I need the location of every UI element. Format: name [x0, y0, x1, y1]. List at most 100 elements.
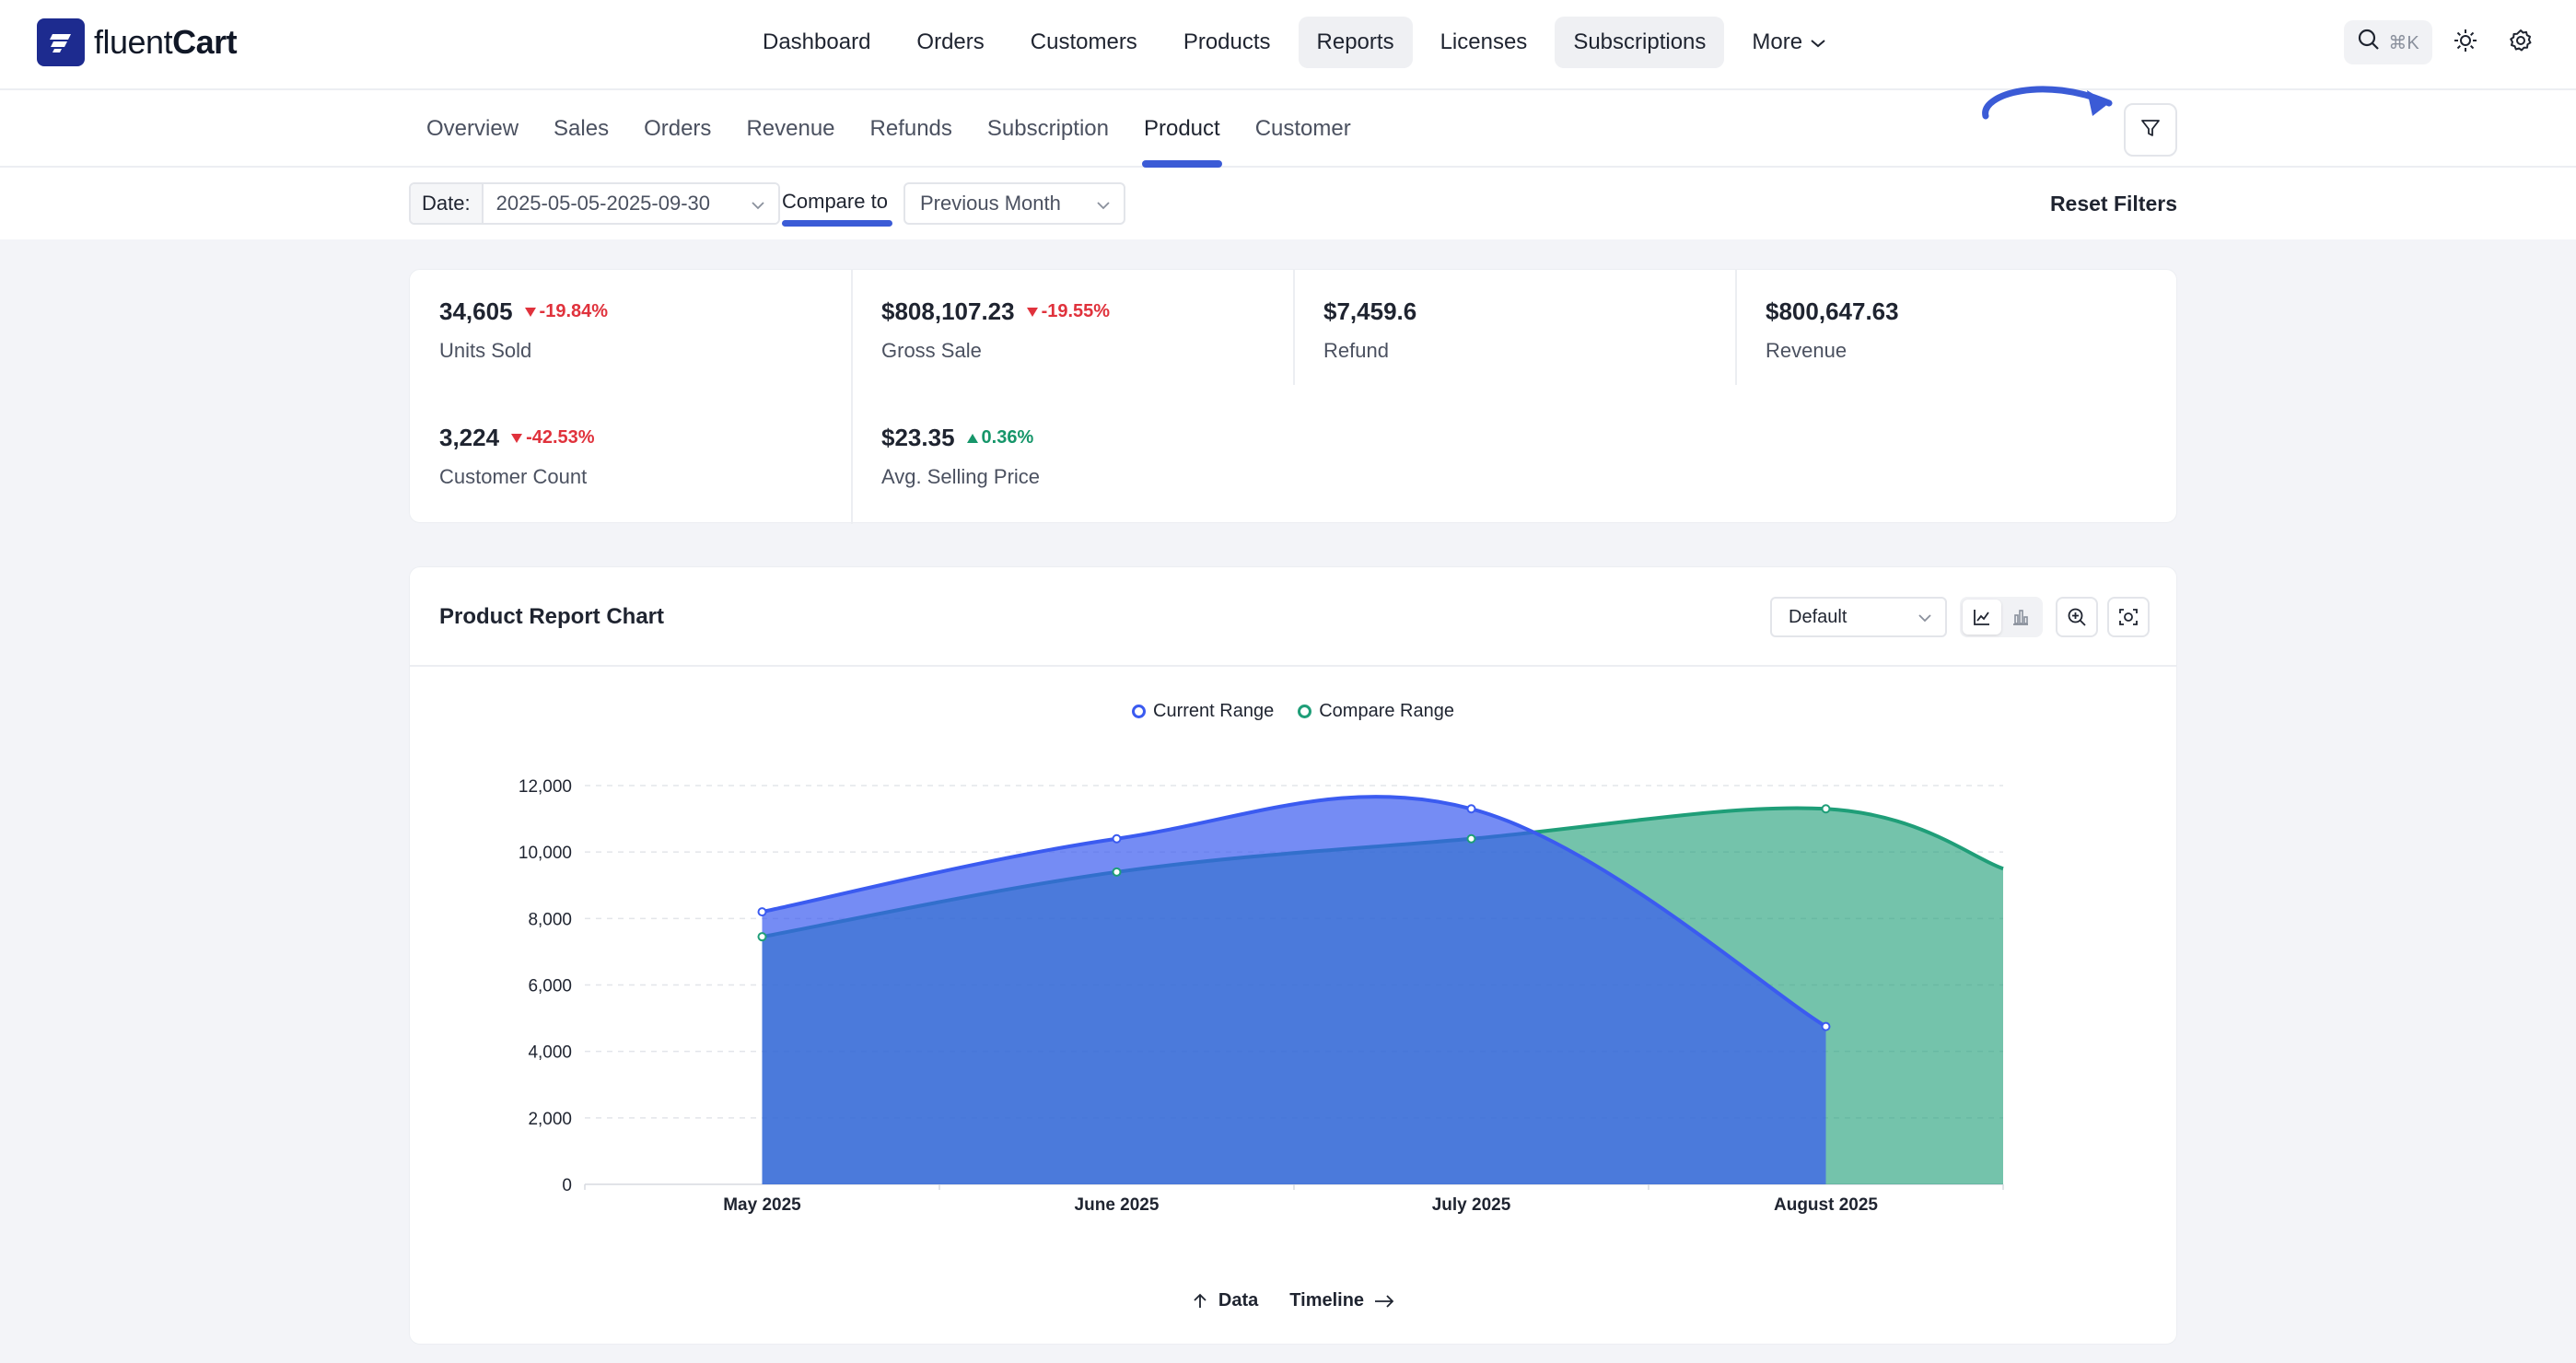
- line-chart-button[interactable]: [1963, 600, 2001, 635]
- nav-licenses[interactable]: Licenses: [1440, 29, 1528, 54]
- date-label: Date:: [411, 184, 484, 223]
- tab-overview[interactable]: Overview: [426, 116, 519, 141]
- brand-name: fluentCart: [94, 23, 238, 61]
- theme-toggle-button[interactable]: [2443, 20, 2488, 64]
- legend-label: Compare Range: [1319, 701, 1454, 721]
- chart-footer: Data Timeline: [410, 1290, 2176, 1311]
- compare-highlight: [782, 220, 892, 227]
- stat-value: 34,605: [439, 297, 513, 325]
- nav-dashboard[interactable]: Dashboard: [763, 29, 871, 54]
- x-tick-label: August 2025: [1774, 1195, 1878, 1215]
- chart-header: Product Report Chart Default: [410, 567, 2176, 667]
- stat-label: Refund: [1323, 339, 1389, 362]
- current-range-area: [762, 797, 1826, 1184]
- divider: [1735, 270, 1737, 385]
- stat-refund: $7,459.6 Refund: [1294, 270, 1736, 385]
- top-navigation-bar: fluentCart Dashboard Orders Customers Pr…: [0, 0, 2576, 90]
- stat-value: $800,647.63: [1766, 297, 1899, 325]
- y-tick-label: 4,000: [528, 1043, 572, 1063]
- stat-delta: -42.53%: [510, 427, 595, 449]
- nav-products[interactable]: Products: [1183, 29, 1271, 54]
- y-tick-label: 12,000: [519, 777, 572, 797]
- stat-value: $808,107.23: [881, 297, 1015, 325]
- stat-gross-sale: $808,107.23 -19.55% Gross Sale: [852, 270, 1294, 385]
- bar-chart-button[interactable]: [2001, 600, 2040, 635]
- divider: [851, 270, 853, 524]
- triangle-up-icon: [966, 433, 978, 443]
- report-tabs: Overview Sales Orders Revenue Refunds Su…: [409, 90, 1369, 168]
- y-tick-label: 8,000: [528, 910, 572, 929]
- current-range-point: [1112, 833, 1122, 844]
- search-icon: [2357, 28, 2381, 57]
- y-tick-label: 10,000: [519, 844, 572, 863]
- tab-product[interactable]: Product: [1126, 90, 1238, 168]
- reset-filters-button[interactable]: Reset Filters: [2049, 192, 2177, 216]
- tab-orders[interactable]: Orders: [644, 116, 712, 141]
- date-range-value[interactable]: 2025-05-05-2025-09-30: [483, 184, 778, 223]
- compare-range-point: [1466, 833, 1476, 844]
- brand-logo[interactable]: fluentCart: [37, 18, 238, 66]
- y-tick-label: 6,000: [528, 977, 572, 996]
- timeline-label: Timeline: [1289, 1290, 1365, 1311]
- compare-range-point: [1112, 867, 1122, 877]
- capture-icon: [2119, 609, 2138, 625]
- compare-value: Previous Month: [920, 192, 1061, 215]
- data-toggle[interactable]: Data: [1191, 1290, 1258, 1311]
- filter-button[interactable]: [2124, 103, 2177, 157]
- date-range-text: 2025-05-05-2025-09-30: [495, 192, 711, 215]
- data-label: Data: [1218, 1290, 1259, 1311]
- annotation-arrow-icon: [1982, 86, 2113, 120]
- tab-revenue[interactable]: Revenue: [746, 116, 835, 141]
- compare-to-select[interactable]: Previous Month: [903, 182, 1125, 225]
- stat-label: Gross Sale: [881, 339, 982, 362]
- report-tabs-bar: Overview Sales Orders Revenue Refunds Su…: [0, 90, 2576, 168]
- filter-bar: Date: 2025-05-05-2025-09-30 Compare to P…: [0, 168, 2576, 239]
- nav-orders[interactable]: Orders: [916, 29, 985, 54]
- stat-label: Units Sold: [439, 339, 532, 362]
- current-range-point: [1821, 1021, 1831, 1031]
- sun-icon: [2453, 28, 2478, 58]
- tab-customer[interactable]: Customer: [1254, 116, 1351, 141]
- chart-type-toggle: [1960, 597, 2043, 637]
- compare-range-point: [1821, 804, 1831, 814]
- main-nav: Dashboard Orders Customers Products Repo…: [744, 17, 1845, 68]
- chevron-down-icon: [1096, 192, 1111, 216]
- nav-subscriptions[interactable]: Subscriptions: [1555, 17, 1725, 68]
- header-actions: ⌘K: [2344, 20, 2543, 64]
- triangle-down-icon: [524, 307, 536, 317]
- fluentcart-logo-icon: [37, 18, 85, 66]
- legend-current-range[interactable]: Current Range: [1132, 701, 1274, 722]
- legend-marker: [1132, 705, 1147, 718]
- tab-refunds[interactable]: Refunds: [869, 116, 952, 141]
- timeline-toggle[interactable]: Timeline: [1289, 1290, 1395, 1311]
- nav-reports[interactable]: Reports: [1298, 17, 1413, 68]
- date-range-picker[interactable]: Date: 2025-05-05-2025-09-30: [409, 182, 780, 225]
- stat-delta: 0.36%: [966, 427, 1033, 449]
- zoom-button[interactable]: [2056, 597, 2098, 637]
- legend-label: Current Range: [1153, 701, 1275, 721]
- arrow-right-icon: [1375, 1294, 1394, 1308]
- line-chart-icon: [1974, 610, 1989, 625]
- nav-customers[interactable]: Customers: [1030, 29, 1137, 54]
- stats-panel: 34,605 -19.84% Units Sold $808,107.23 -1…: [409, 269, 2178, 524]
- nav-more-label: More: [1752, 29, 1803, 54]
- stat-label: Customer Count: [439, 465, 588, 488]
- stat-delta: -19.55%: [1026, 301, 1110, 322]
- legend-compare-range[interactable]: Compare Range: [1298, 701, 1454, 722]
- stat-revenue: $800,647.63 Revenue: [1736, 270, 2178, 385]
- tab-subscription[interactable]: Subscription: [986, 116, 1109, 141]
- y-tick-label: 0: [562, 1176, 572, 1195]
- stat-value: $23.35: [881, 424, 955, 451]
- area-chart: 0 2,000 4,000 6,000 8,000 10,000 12,000 May 202…: [519, 777, 2004, 1215]
- chart-view-select[interactable]: Default: [1770, 597, 1947, 637]
- compare-range-point: [757, 932, 767, 942]
- settings-button[interactable]: [2499, 20, 2543, 64]
- stat-avg-selling-price: $23.35 0.36% Avg. Selling Price: [852, 396, 1294, 511]
- screenshot-button[interactable]: [2107, 597, 2150, 637]
- search-button[interactable]: ⌘K: [2344, 20, 2432, 64]
- product-report-chart-card: Product Report Chart Default Current Ran…: [409, 566, 2177, 1345]
- tab-sales[interactable]: Sales: [554, 116, 610, 141]
- current-range-point: [757, 907, 767, 917]
- stat-value: $7,459.6: [1323, 297, 1417, 325]
- nav-more[interactable]: More: [1733, 17, 1845, 68]
